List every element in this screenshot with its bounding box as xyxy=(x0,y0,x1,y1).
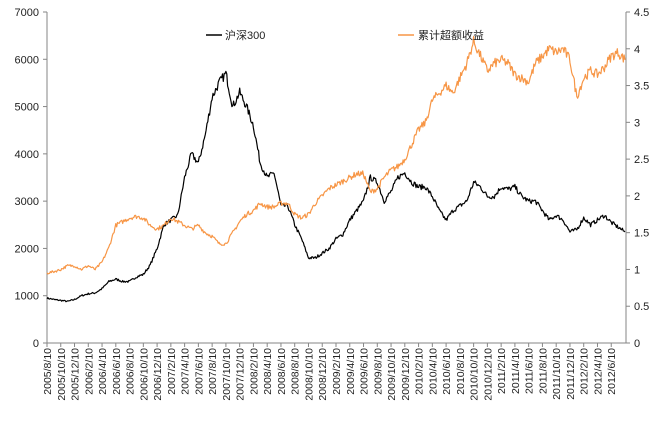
x-tick-label: 2011/6/10 xyxy=(524,348,536,394)
x-tick-label: 2007/10/10 xyxy=(221,348,233,401)
x-tick-label: 2006/10/10 xyxy=(138,348,150,401)
left-tick-label: 3000 xyxy=(15,196,39,208)
x-tick-label: 2008/6/10 xyxy=(276,348,288,395)
right-tick-label: 3.5 xyxy=(634,81,649,93)
left-tick-label: 2000 xyxy=(15,243,39,255)
right-tick-label: 1 xyxy=(634,264,640,276)
right-tick-label: 2 xyxy=(634,191,640,203)
x-tick-label: 2005/12/10 xyxy=(70,348,82,401)
x-tick-label: 2006/2/10 xyxy=(83,348,95,395)
right-tick-label: 1.5 xyxy=(634,228,649,240)
legend: 沪深300 累计超额收益 xyxy=(206,28,484,42)
right-tick-label: 2.5 xyxy=(634,154,649,166)
x-tick-label: 2009/4/10 xyxy=(345,348,357,395)
x-tick-label: 2011/4/10 xyxy=(510,348,522,394)
excess-return-line xyxy=(46,35,626,275)
x-tick-label: 2011/12/10 xyxy=(565,348,577,400)
x-tick-label: 2006/12/10 xyxy=(152,348,164,401)
right-tick-label: 0 xyxy=(634,338,640,350)
x-tick-label: 2011/8/10 xyxy=(537,348,549,394)
x-tick-label: 2009/10/10 xyxy=(386,348,398,401)
x-tick-label: 2007/8/10 xyxy=(207,348,219,395)
x-tick-label: 2008/10/10 xyxy=(303,348,315,401)
x-tick-label: 2008/8/10 xyxy=(290,348,302,395)
x-tick-label: 2009/2/10 xyxy=(331,348,343,395)
x-tick-label: 2010/4/10 xyxy=(427,348,439,395)
x-tick-label: 2008/12/10 xyxy=(317,348,329,401)
x-tick-label: 2012/2/10 xyxy=(579,348,591,395)
axes: 0 1000 2000 3000 4000 5000 6000 7000 0 0.5 1 1.5 2 2.… xyxy=(15,7,650,401)
left-tick-label: 6000 xyxy=(15,54,39,66)
x-tick-label: 2008/4/10 xyxy=(262,348,274,395)
x-tick-label: 2012/4/10 xyxy=(592,348,604,395)
right-tick-label: 3 xyxy=(634,117,640,129)
x-tick-label: 2007/4/10 xyxy=(180,348,192,395)
right-tick-label: 4 xyxy=(634,44,640,56)
x-tick-label: 2010/2/10 xyxy=(414,348,426,395)
csi300-line xyxy=(46,70,626,303)
x-tick-label: 2011/2/10 xyxy=(496,348,508,394)
legend-label-csi300: 沪深300 xyxy=(225,28,265,42)
series-lines xyxy=(46,35,626,303)
x-tick-label: 2010/8/10 xyxy=(455,348,467,395)
legend-label-excess: 累计超额收益 xyxy=(418,28,484,42)
x-tick-label: 2009/12/10 xyxy=(400,348,412,401)
x-tick-label: 2010/12/10 xyxy=(482,348,494,401)
right-tick-label: 4.5 xyxy=(634,7,649,19)
x-tick-label: 2006/4/10 xyxy=(97,348,109,395)
x-tick-label: 2007/12/10 xyxy=(235,348,247,401)
left-tick-label: 7000 xyxy=(15,7,39,19)
left-tick-label: 5000 xyxy=(15,102,39,114)
left-tick-label: 1000 xyxy=(15,291,39,303)
x-tick-label: 2007/6/10 xyxy=(193,348,205,395)
x-tick-label: 2005/8/10 xyxy=(42,348,54,395)
x-tick-label: 2009/6/10 xyxy=(359,348,371,395)
left-tick-label: 0 xyxy=(33,338,39,350)
x-tick-label: 2012/6/10 xyxy=(606,348,618,395)
right-tick-label: 0.5 xyxy=(634,301,649,313)
x-tick-label: 2009/8/10 xyxy=(372,348,384,395)
x-tick-label: 2006/8/10 xyxy=(125,348,137,395)
x-tick-label: 2010/10/10 xyxy=(469,348,481,401)
x-tick-label: 2007/2/10 xyxy=(166,348,178,395)
x-tick-label: 2011/10/10 xyxy=(551,348,563,400)
x-tick-label: 2005/10/10 xyxy=(56,348,68,401)
x-tick-label: 2008/2/10 xyxy=(248,348,260,395)
x-tick-label: 2010/6/10 xyxy=(441,348,453,395)
left-tick-label: 4000 xyxy=(15,149,39,161)
x-tick-label: 2006/6/10 xyxy=(111,348,123,395)
